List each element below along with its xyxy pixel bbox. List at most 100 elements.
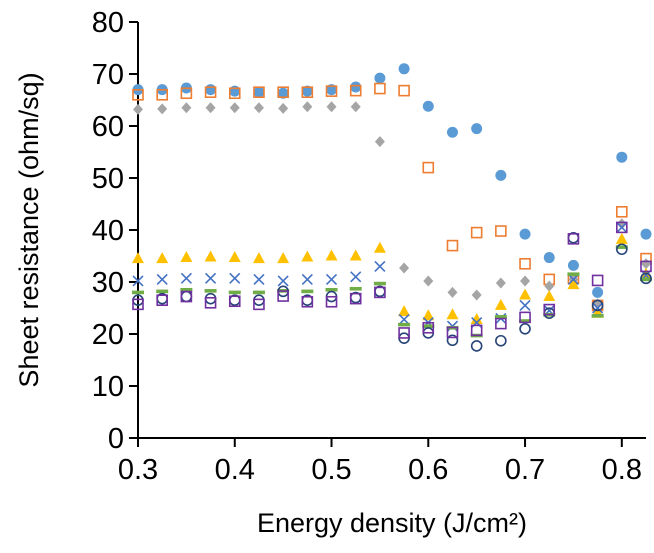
data-point	[398, 63, 410, 75]
data-point	[301, 250, 314, 262]
data-point	[640, 277, 652, 282]
data-point	[567, 278, 580, 290]
data-point	[446, 239, 459, 252]
data-point	[592, 302, 604, 314]
data-point	[470, 324, 483, 337]
data-point	[592, 286, 604, 298]
data-point	[349, 249, 362, 261]
data-point	[156, 252, 169, 264]
data-point	[205, 272, 217, 284]
data-point	[228, 251, 241, 263]
data-point	[350, 271, 362, 283]
x-tick-label: 0.3	[118, 454, 158, 486]
data-point	[615, 232, 628, 244]
x-tick-label: 0.8	[602, 454, 642, 486]
data-point	[398, 305, 411, 317]
data-point	[374, 82, 386, 95]
data-point	[180, 288, 193, 292]
data-point	[180, 290, 193, 303]
data-point	[349, 84, 362, 97]
data-point	[543, 290, 556, 302]
data-point	[253, 86, 265, 98]
data-point	[180, 272, 192, 284]
data-point	[520, 275, 531, 287]
y-tick-label: 20	[92, 319, 124, 351]
series-8	[132, 221, 652, 339]
data-point	[228, 87, 241, 100]
data-point	[519, 288, 532, 300]
data-point	[229, 85, 241, 97]
data-point	[301, 289, 314, 294]
data-point	[253, 86, 265, 98]
data-point	[640, 228, 652, 240]
data-point	[253, 273, 265, 285]
data-point	[229, 272, 241, 284]
data-point	[422, 100, 434, 112]
data-point	[616, 218, 627, 230]
y-tick-label: 30	[92, 267, 124, 299]
data-point	[374, 72, 386, 84]
data-point	[373, 281, 386, 286]
data-point	[616, 221, 628, 234]
data-point	[423, 275, 434, 287]
data-point	[495, 225, 507, 237]
data-point	[204, 296, 217, 309]
data-point	[277, 87, 289, 99]
data-point	[156, 289, 169, 294]
data-point	[301, 86, 314, 98]
series-2	[132, 82, 652, 312]
data-point	[205, 84, 217, 96]
series-4	[132, 232, 652, 324]
data-point	[157, 103, 168, 115]
data-point	[325, 85, 338, 97]
data-point	[156, 294, 168, 307]
x-tick-label: 0.5	[311, 454, 351, 486]
data-point	[640, 260, 652, 273]
x-tick-label: 0.7	[505, 454, 545, 486]
data-point	[422, 321, 435, 334]
series-layer	[132, 63, 652, 352]
data-point	[422, 161, 435, 174]
data-point	[519, 257, 531, 270]
data-point	[422, 324, 435, 328]
data-point	[399, 262, 410, 274]
y-tick-label: 60	[92, 111, 124, 143]
data-point	[373, 241, 386, 253]
data-point	[204, 289, 217, 293]
data-point	[567, 272, 580, 276]
y-tick-label: 70	[92, 59, 124, 91]
data-point	[640, 272, 652, 285]
data-point	[494, 315, 507, 319]
data-point	[205, 102, 216, 114]
y-tick-label: 50	[92, 163, 124, 195]
data-point	[302, 101, 313, 113]
data-point	[253, 294, 265, 307]
data-point	[543, 303, 556, 316]
data-point	[132, 252, 144, 264]
y-tick-label: 40	[92, 215, 124, 247]
data-point	[277, 252, 290, 264]
data-point	[156, 273, 168, 285]
data-point	[374, 286, 386, 299]
data-point	[495, 169, 507, 181]
data-point	[132, 290, 144, 295]
data-point	[567, 273, 579, 285]
data-point	[447, 286, 458, 298]
data-point	[616, 221, 628, 233]
data-point	[180, 290, 193, 303]
data-point	[277, 275, 289, 287]
data-point	[229, 102, 240, 114]
data-point	[253, 102, 264, 114]
data-point	[446, 326, 459, 339]
data-point	[204, 292, 217, 305]
data-point	[470, 226, 483, 239]
data-point	[543, 252, 555, 264]
data-point	[325, 295, 338, 308]
data-point	[446, 308, 459, 320]
data-point	[326, 101, 337, 113]
data-point	[325, 288, 338, 292]
data-point	[204, 86, 217, 98]
data-point	[132, 275, 144, 287]
data-point	[253, 298, 265, 311]
